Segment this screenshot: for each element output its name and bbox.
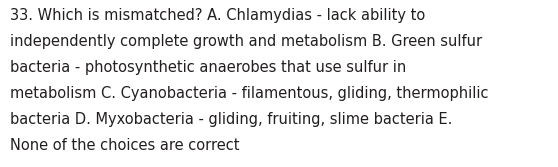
Text: 33. Which is mismatched? A. Chlamydias - lack ability to: 33. Which is mismatched? A. Chlamydias -… xyxy=(10,8,425,23)
Text: bacteria - photosynthetic anaerobes that use sulfur in: bacteria - photosynthetic anaerobes that… xyxy=(10,60,406,75)
Text: metabolism C. Cyanobacteria - filamentous, gliding, thermophilic: metabolism C. Cyanobacteria - filamentou… xyxy=(10,86,489,101)
Text: None of the choices are correct: None of the choices are correct xyxy=(10,138,239,153)
Text: independently complete growth and metabolism B. Green sulfur: independently complete growth and metabo… xyxy=(10,34,482,49)
Text: bacteria D. Myxobacteria - gliding, fruiting, slime bacteria E.: bacteria D. Myxobacteria - gliding, frui… xyxy=(10,112,453,127)
